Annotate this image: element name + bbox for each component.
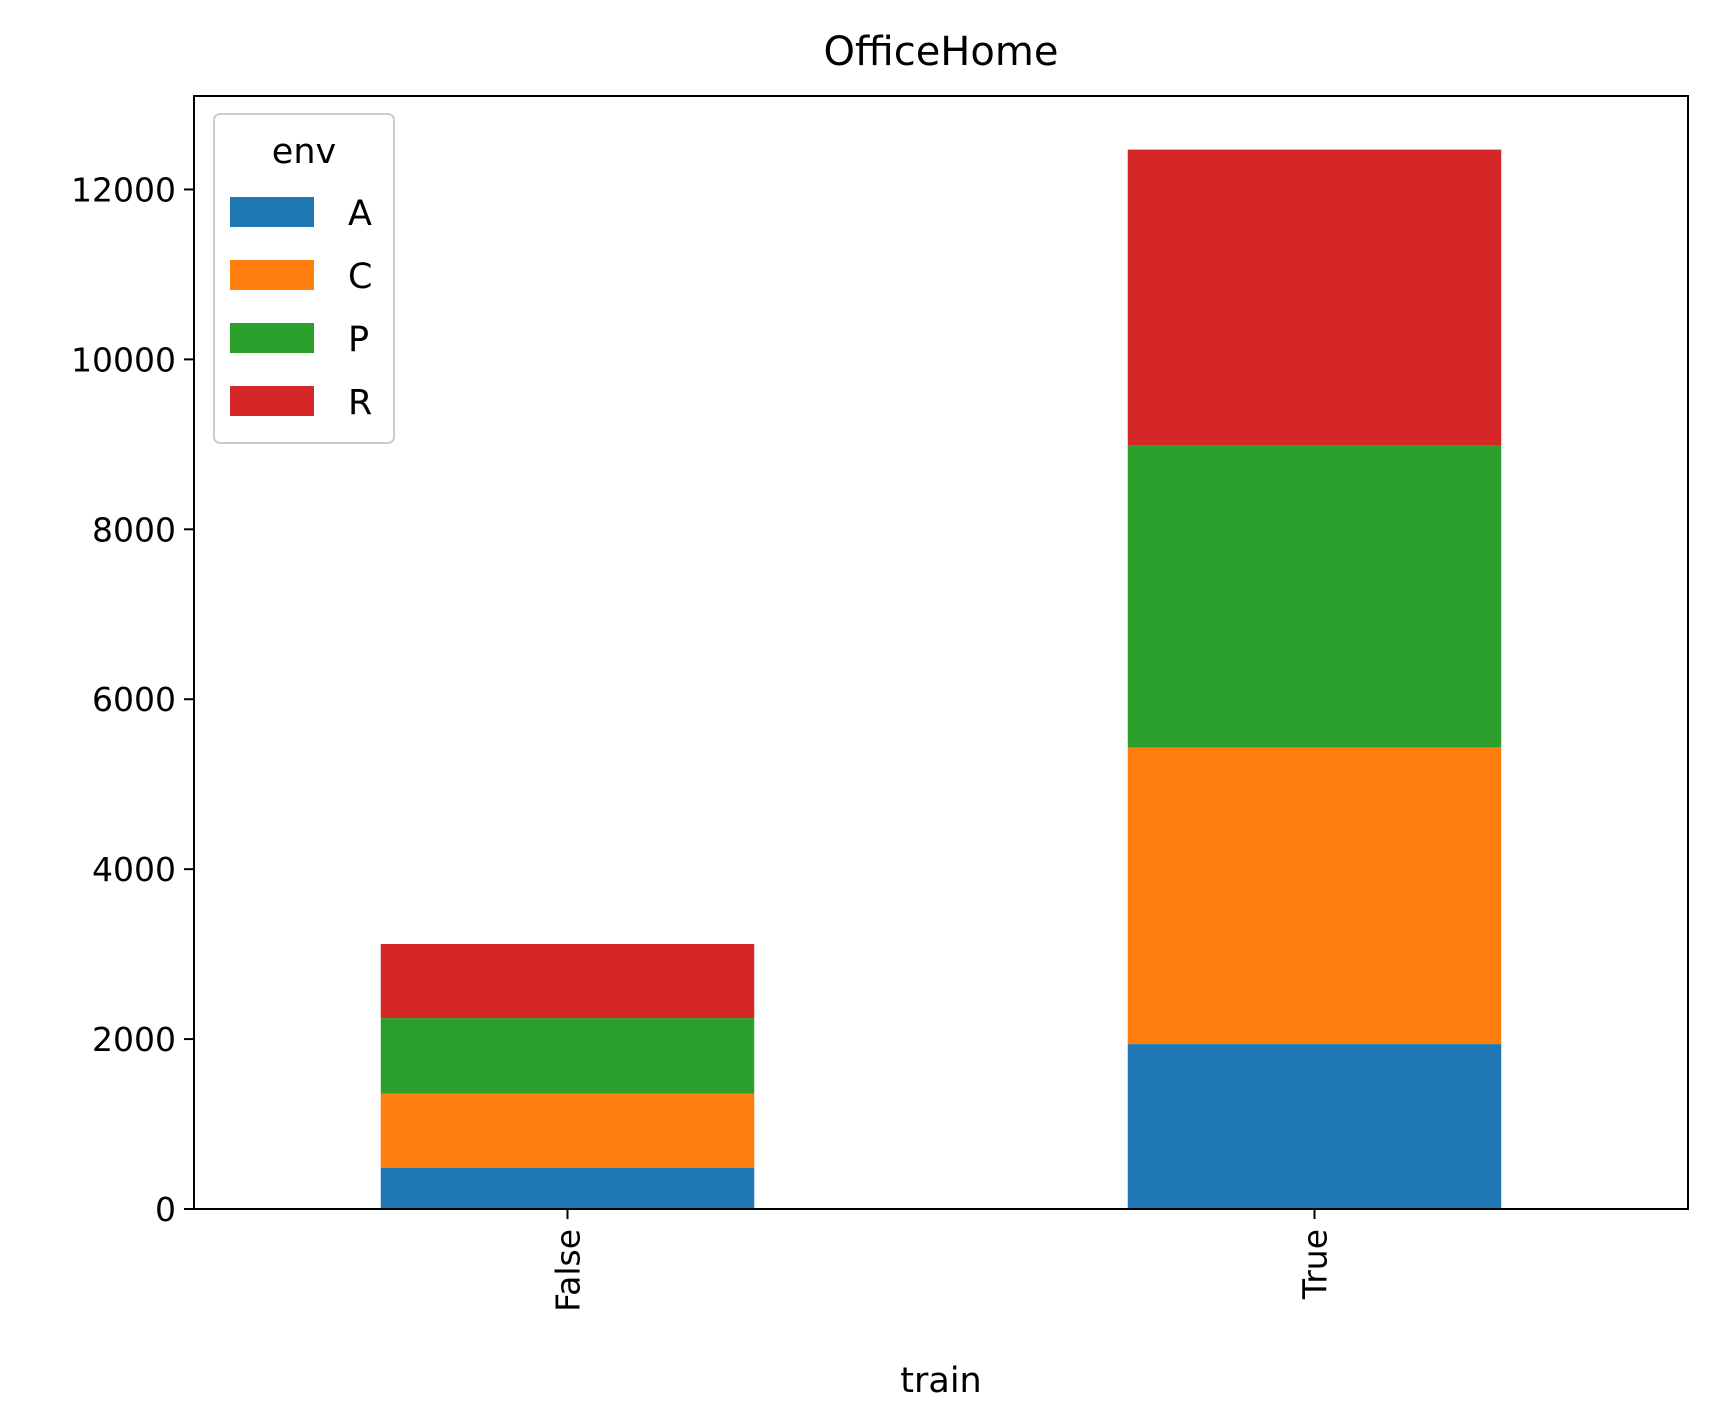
bar-true-a: [1127, 1044, 1502, 1209]
bar-true-c: [1127, 747, 1502, 1045]
y-axis: 0 2000 4000 6000 8000 10000 12000: [71, 170, 194, 1229]
bars-group: [380, 149, 1502, 1209]
bar-false-c: [380, 1093, 755, 1168]
legend-label-c: C: [348, 257, 372, 297]
plot-frame: [193, 95, 1689, 1210]
bar-true-p: [1127, 445, 1502, 748]
y-tick-label: 10000: [71, 340, 176, 379]
x-tick-label-true: True: [1296, 1229, 1335, 1300]
legend-swatch-r: [230, 386, 314, 416]
x-axis: False True: [549, 1209, 1335, 1312]
y-tick-label: 12000: [71, 170, 176, 209]
bar-true-r: [1127, 149, 1502, 446]
legend-label-p: P: [348, 320, 369, 360]
legend-swatch-c: [230, 260, 314, 290]
bar-false-a: [380, 1167, 755, 1209]
x-axis-label: train: [900, 1361, 981, 1401]
y-tick-label: 6000: [92, 680, 176, 719]
legend-label-r: R: [348, 383, 372, 423]
x-tick-label-false: False: [549, 1229, 588, 1312]
legend-title: env: [272, 132, 336, 172]
legend-swatch-a: [230, 197, 314, 227]
y-tick-label: 8000: [92, 510, 176, 549]
y-tick-label: 4000: [92, 850, 176, 889]
y-tick-label: 2000: [92, 1020, 176, 1059]
bar-false-r: [380, 944, 755, 1019]
legend-label-a: A: [348, 194, 372, 234]
y-tick-label: 0: [155, 1190, 176, 1229]
bar-false-p: [380, 1018, 755, 1094]
chart-title: OfficeHome: [824, 29, 1059, 75]
legend-swatch-p: [230, 323, 314, 353]
